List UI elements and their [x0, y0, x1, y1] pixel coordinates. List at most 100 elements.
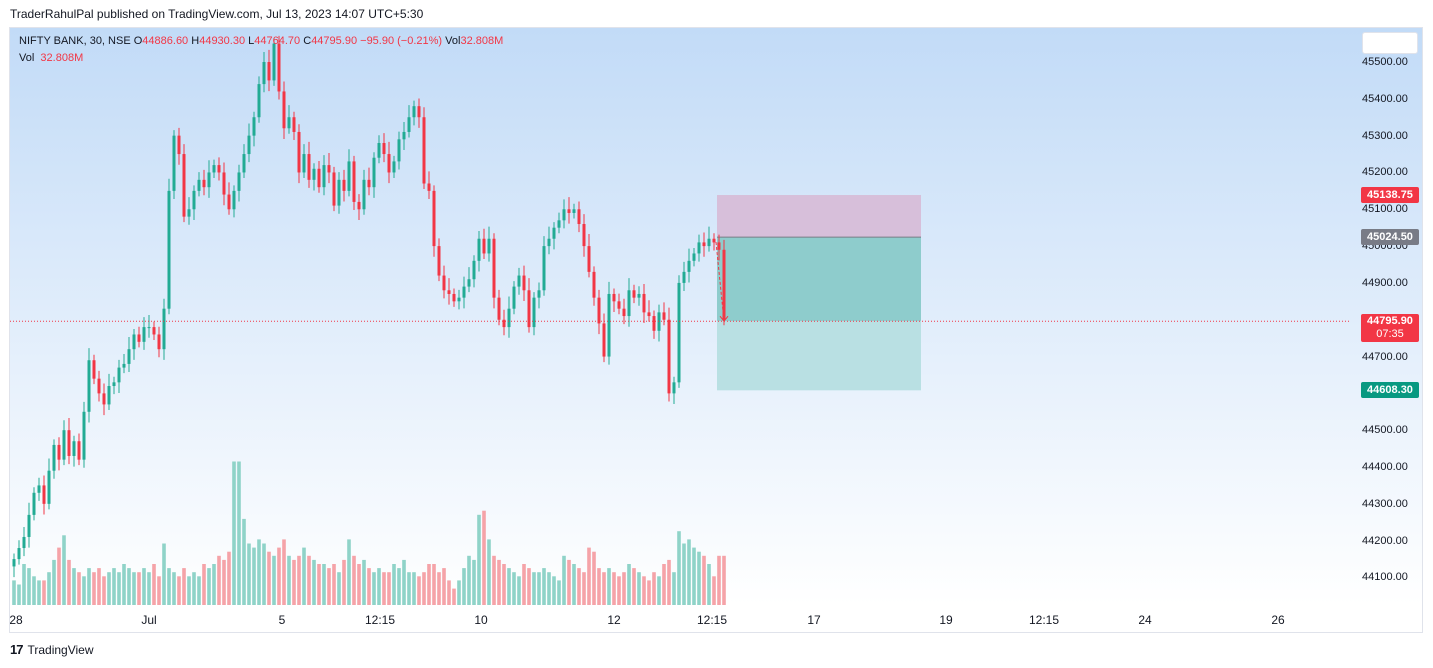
volume-bar: [502, 564, 506, 605]
candle-body: [537, 290, 541, 298]
candle-body: [237, 172, 241, 191]
volume-bar: [587, 547, 591, 605]
candle-body: [507, 308, 511, 328]
candle-body: [647, 312, 651, 317]
footer-brand[interactable]: 17 TradingView: [10, 642, 94, 657]
volume-bar: [407, 572, 411, 605]
volume-bar: [92, 572, 96, 605]
volume-bar: [602, 572, 606, 605]
price-axis-label: 44900.00: [1362, 276, 1408, 289]
legend-l-label: L: [248, 35, 255, 47]
volume-bar: [277, 547, 281, 605]
candle-body: [292, 117, 296, 132]
candle-body: [622, 308, 626, 317]
volume-bar: [552, 576, 556, 605]
filled-profit-zone[interactable]: [717, 237, 921, 322]
price-axis-label: 45100.00: [1362, 203, 1408, 216]
volume-bar: [257, 539, 261, 605]
volume-bar: [282, 539, 286, 605]
time-axis-label: 12:15: [696, 613, 728, 627]
volume-bar: [627, 564, 631, 605]
volume-bar: [47, 572, 51, 605]
candle-body: [612, 293, 616, 302]
candle-body: [157, 334, 161, 350]
chart-canvas[interactable]: [10, 28, 1423, 633]
candle-body: [402, 131, 406, 140]
time-axis-label: 17: [807, 613, 821, 627]
target-zone[interactable]: [717, 321, 921, 391]
volume-bar: [337, 572, 341, 605]
candle-body: [682, 271, 686, 283]
volume-bar: [542, 568, 546, 605]
volume-bar: [77, 572, 81, 605]
volume-bar: [97, 568, 101, 605]
volume-bar: [62, 535, 66, 605]
candle-body: [282, 91, 286, 129]
candle-body: [607, 293, 611, 357]
candle-body: [417, 106, 421, 118]
candle-body: [467, 279, 471, 287]
volume-bar: [417, 576, 421, 605]
volume-bar: [37, 580, 41, 605]
time-axis-label: Jul: [141, 613, 157, 627]
candle-body: [332, 172, 336, 206]
volume-bar: [702, 555, 706, 605]
candle-body: [377, 143, 381, 158]
volume-bar: [52, 559, 56, 605]
volume-bar: [187, 576, 191, 605]
candle-body: [242, 154, 246, 173]
price-axis-label: 45200.00: [1362, 166, 1408, 179]
candle-body: [357, 201, 361, 210]
volume-bar: [562, 555, 566, 605]
volume-bar: [347, 539, 351, 605]
candle-body: [352, 161, 356, 202]
position-tool[interactable]: [715, 195, 921, 391]
volume-bar: [387, 572, 391, 605]
published-caption: TraderRahulPal published on TradingView.…: [10, 7, 424, 21]
volume-bar: [117, 572, 121, 605]
candle-body: [442, 275, 446, 291]
candle-body: [102, 393, 106, 405]
candle-body: [562, 209, 566, 221]
volume-bar: [122, 564, 126, 605]
legend-symbol: NIFTY BANK, 30, NSE: [19, 35, 131, 47]
candle-body: [27, 514, 31, 537]
volume-bar: [662, 564, 666, 605]
candle-body: [542, 246, 546, 291]
time-axis-label: 28: [9, 613, 23, 627]
candle-body: [167, 190, 171, 309]
candle-body: [82, 411, 86, 460]
scale-settings-box[interactable]: [1362, 32, 1418, 54]
candle-body: [437, 246, 441, 276]
volume-bar: [452, 588, 456, 605]
volume-bar: [717, 555, 721, 605]
time-axis-label: 19: [939, 613, 953, 627]
target-price-tag: 44608.30: [1361, 382, 1419, 399]
candle-body: [277, 43, 281, 92]
candle-body: [597, 297, 601, 324]
candle-body: [182, 154, 186, 217]
candle-body: [497, 297, 501, 320]
candle-body: [47, 470, 51, 504]
volume-bar: [27, 568, 31, 605]
candle-body: [372, 157, 376, 188]
volume-bar: [472, 559, 476, 605]
legend-close: 44795.90: [311, 35, 358, 47]
volume-bar: [322, 564, 326, 605]
volume-bar: [377, 568, 381, 605]
legend-vol-label: Vol: [445, 35, 461, 47]
candle-body: [457, 297, 461, 302]
volume-bar: [287, 555, 291, 605]
candle-body: [392, 161, 396, 173]
volume-bar: [672, 572, 676, 605]
volume-bar: [352, 555, 356, 605]
candle-body: [472, 260, 476, 280]
candle-body: [567, 209, 571, 213]
volume-bar: [482, 510, 486, 605]
candle-body: [427, 183, 431, 191]
tradingview-logo-icon: 17: [10, 642, 24, 657]
volume-bar: [22, 564, 26, 605]
volume-bar: [292, 559, 296, 605]
chart-frame[interactable]: NIFTY BANK, 30, NSE O44886.60 H44930.30 …: [9, 27, 1423, 633]
stop-loss-zone[interactable]: [717, 195, 921, 238]
